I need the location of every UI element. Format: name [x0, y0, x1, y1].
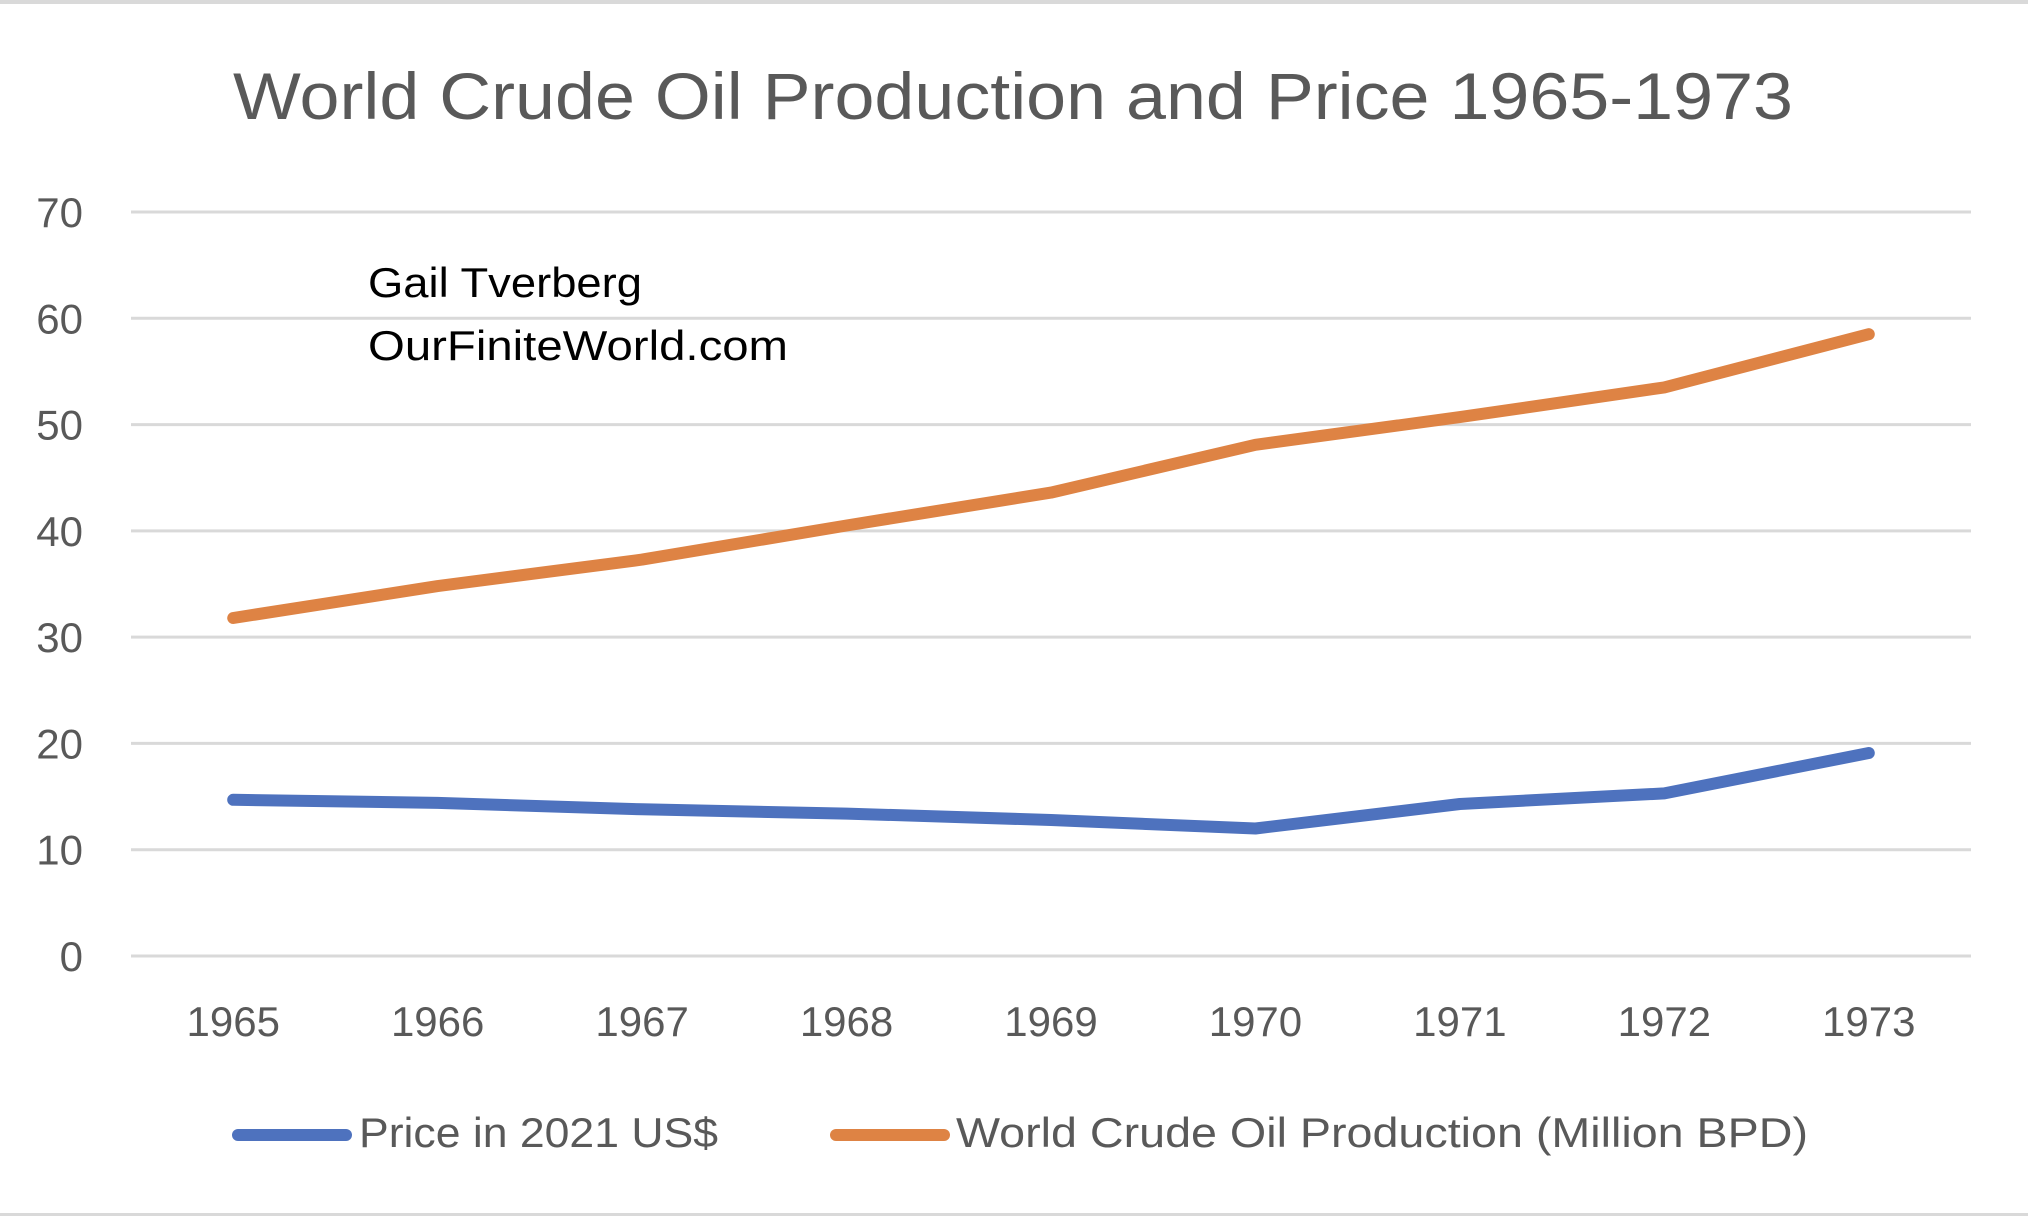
y-tick-label: 50	[36, 402, 83, 449]
x-tick-label: 1968	[800, 998, 893, 1045]
y-axis-tick-labels: 0 10 20 30 40 50 60 70	[36, 189, 83, 980]
legend-label-production: World Crude Oil Production (Million BPD)	[956, 1109, 1808, 1156]
gridlines	[131, 210, 1971, 958]
legend: Price in 2021 US$ World Crude Oil Produc…	[232, 1109, 1808, 1156]
annotation-website: OurFiniteWorld.com	[368, 322, 788, 369]
y-tick-label: 40	[36, 508, 83, 555]
y-tick-label: 70	[36, 189, 83, 236]
series-lines	[227, 328, 1875, 835]
x-tick-label: 1970	[1209, 998, 1302, 1045]
x-tick-label: 1972	[1618, 998, 1711, 1045]
y-tick-label: 30	[36, 614, 83, 661]
x-tick-label: 1973	[1822, 998, 1915, 1045]
x-tick-label: 1965	[187, 998, 280, 1045]
legend-label-price: Price in 2021 US$	[359, 1109, 718, 1156]
x-tick-label: 1969	[1004, 998, 1097, 1045]
x-tick-label: 1966	[391, 998, 484, 1045]
y-tick-label: 60	[36, 295, 83, 342]
legend-item-price: Price in 2021 US$	[232, 1109, 718, 1156]
y-tick-label: 20	[36, 720, 83, 767]
annotation-author: Gail Tverberg	[368, 259, 642, 306]
legend-item-production: World Crude Oil Production (Million BPD)	[830, 1109, 1808, 1156]
x-tick-label: 1971	[1413, 998, 1506, 1045]
chart-title: World Crude Oil Production and Price 196…	[233, 59, 1793, 133]
top-border	[0, 0, 2028, 4]
y-tick-label: 0	[60, 933, 83, 980]
bottom-border	[0, 1213, 2028, 1216]
x-axis-tick-labels: 1965 1966 1967 1968 1969 1970 1971 1972 1973	[187, 998, 1916, 1045]
y-tick-label: 10	[36, 827, 83, 874]
x-tick-label: 1967	[595, 998, 688, 1045]
